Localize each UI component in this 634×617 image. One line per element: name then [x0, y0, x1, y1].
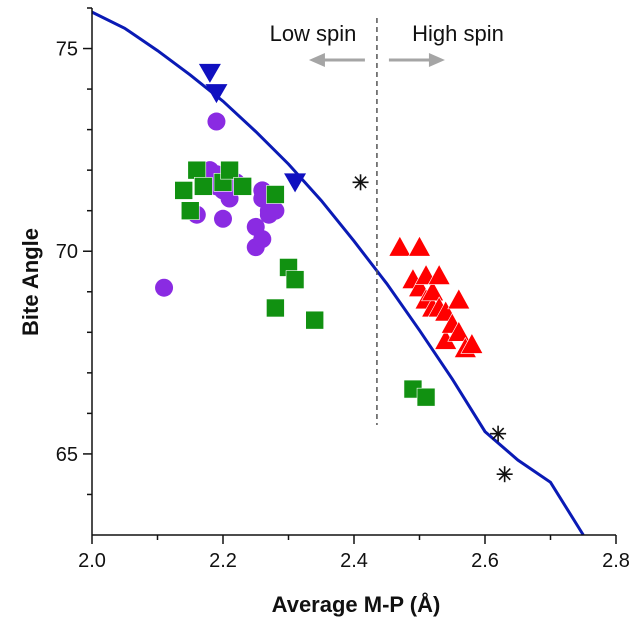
data-point [416, 387, 436, 407]
data-point [421, 280, 445, 302]
data-point [198, 63, 221, 83]
data-point [214, 209, 232, 228]
data-point [253, 230, 272, 249]
x-tick-label: 2.0 [78, 550, 106, 572]
low-spin-arrow-head [308, 53, 325, 67]
data-point [285, 270, 305, 289]
data-point [427, 263, 451, 285]
data-point [388, 235, 412, 257]
data-point [205, 84, 228, 104]
y-tick-label: 70 [56, 241, 78, 263]
y-tick-label: 75 [56, 39, 78, 61]
data-point [174, 181, 193, 200]
axis-ticks: 2.0 2.2 2.4 2.6 2.8 65 70 75 [56, 7, 630, 572]
axes [91, 8, 616, 536]
x-tick-label: 2.8 [602, 550, 630, 572]
data-point [266, 185, 285, 204]
fit-curve [91, 10, 585, 536]
data-point [266, 298, 285, 318]
high-spin-label: High spin [412, 21, 504, 46]
high-spin-arrow-head [428, 53, 445, 67]
data-point [352, 174, 369, 191]
data-point [266, 201, 285, 220]
series-triangle-down [198, 63, 307, 193]
data-point [233, 177, 252, 196]
data-point [496, 466, 513, 483]
x-tick-label: 2.4 [340, 550, 368, 572]
data-point [407, 235, 432, 257]
x-tick-label: 2.2 [209, 550, 237, 572]
data-point [284, 173, 307, 193]
x-axis-label: Average M-P (Å) [272, 591, 441, 617]
plot-area [91, 10, 585, 536]
series-square [174, 160, 436, 407]
data-point [180, 201, 200, 220]
y-axis-label: Bite Angle [18, 228, 43, 336]
data-point [187, 160, 207, 180]
x-tick-label: 2.6 [471, 550, 499, 572]
asterisk-stroke [354, 176, 367, 189]
y-tick-label: 65 [56, 444, 78, 466]
asterisk-stroke [491, 427, 505, 440]
data-point [155, 278, 174, 297]
data-point [207, 112, 226, 131]
data-point [460, 332, 484, 354]
low-spin-label: Low spin [270, 21, 357, 46]
data-point [305, 310, 325, 330]
spin-annotation: Low spin High spin [270, 18, 504, 425]
data-point [490, 425, 507, 442]
series-triangle-up [388, 235, 484, 358]
data-point [194, 177, 213, 196]
data-point [447, 320, 471, 342]
asterisk-stroke [498, 468, 511, 481]
data-point [220, 160, 239, 180]
series-asterisk [352, 174, 513, 483]
data-point [447, 288, 471, 310]
